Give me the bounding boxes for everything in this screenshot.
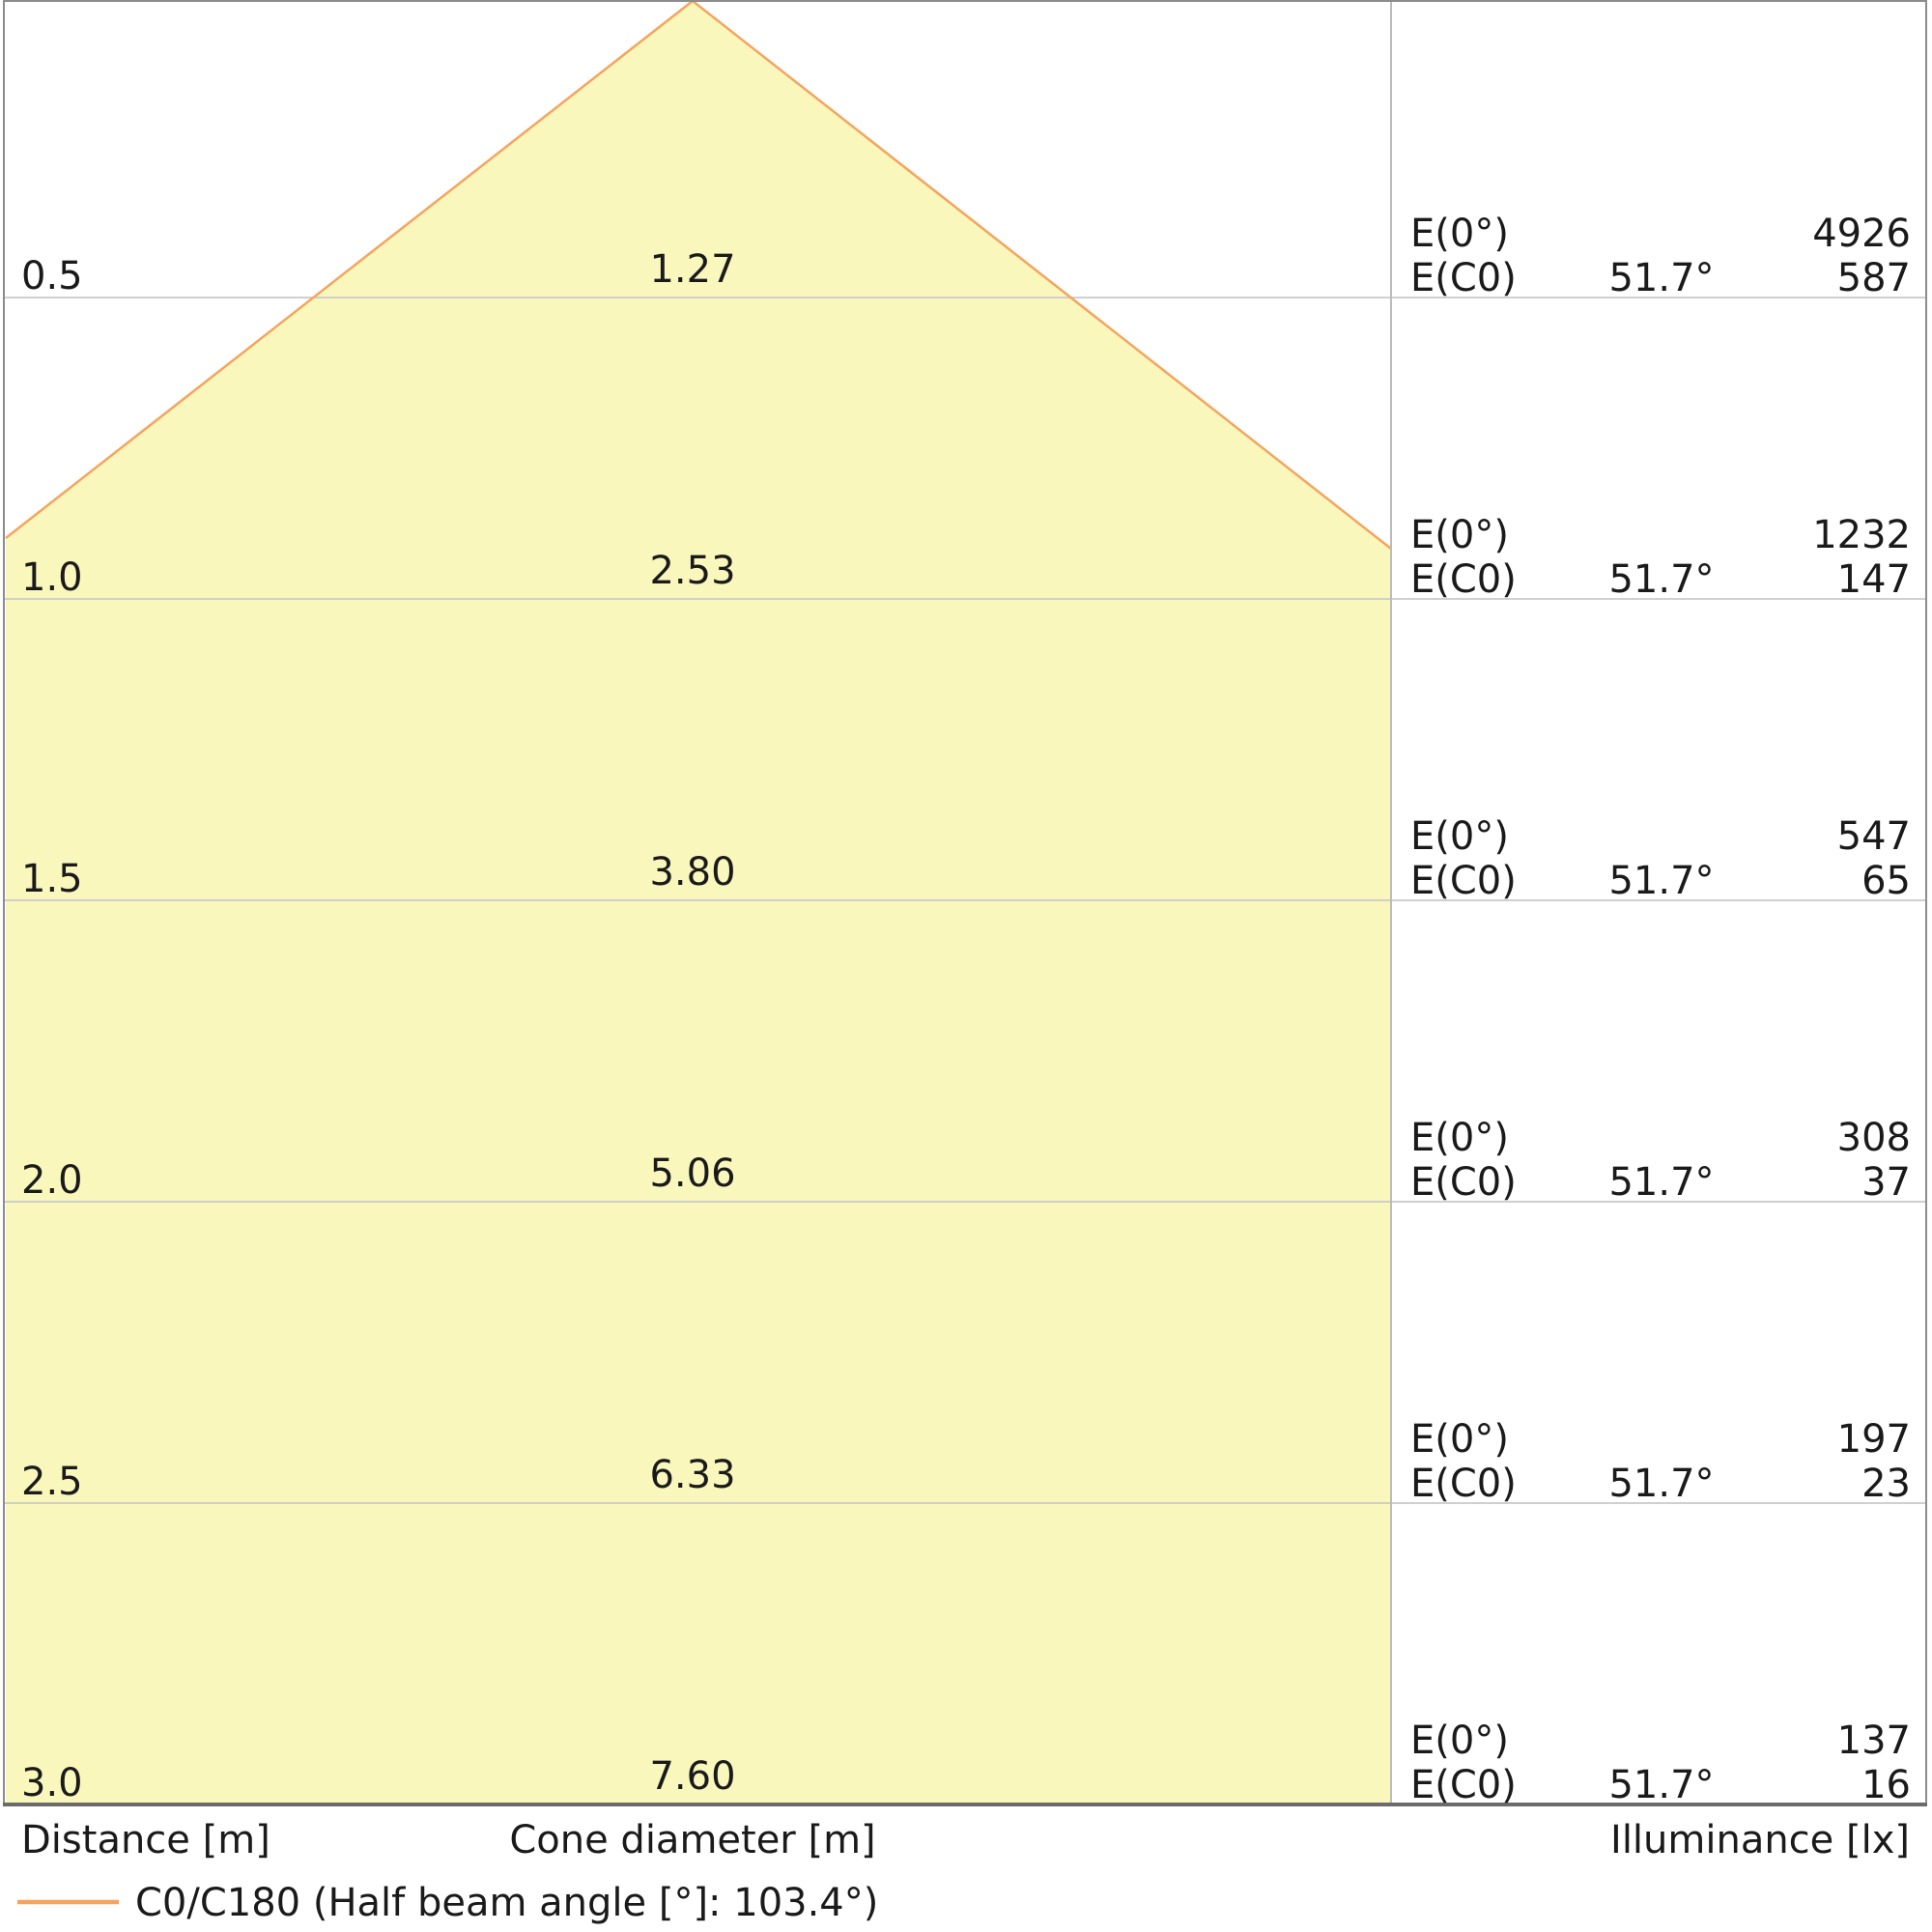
e0-label: E(0°): [1410, 1719, 1509, 1763]
ec0-label: E(C0): [1410, 1462, 1517, 1506]
ec0-angle: 51.7°: [1608, 557, 1714, 602]
e0-label: E(0°): [1410, 814, 1509, 859]
cone-row-2: 1.5 3.80 E(0°) 547 E(C0) 51.7° 65: [21, 814, 1911, 903]
legend: C0/C180 (Half beam angle [°]: 103.4°): [17, 1881, 878, 1925]
ec0-label: E(C0): [1410, 859, 1517, 903]
cone-diameter-value: 2.53: [649, 549, 735, 593]
cone-diameter-value: 6.33: [649, 1453, 735, 1497]
cone-diameter-axis-label: Cone diameter [m]: [509, 1818, 875, 1862]
ec0-angle: 51.7°: [1608, 1462, 1714, 1506]
ec0-label: E(C0): [1410, 1763, 1517, 1807]
ec0-label: E(C0): [1410, 1160, 1517, 1205]
e0-value: 197: [1837, 1417, 1911, 1462]
distance-axis-label: Distance [m]: [21, 1818, 270, 1862]
e0-label: E(0°): [1410, 513, 1509, 557]
cone-diameter-value: 1.27: [649, 247, 735, 292]
cone-diameter-value: 3.80: [649, 850, 735, 895]
ec0-label: E(C0): [1410, 256, 1517, 300]
cone-row-0: 0.5 1.27 E(0°) 4926 E(C0) 51.7° 587: [21, 212, 1911, 300]
ec0-value: 65: [1861, 859, 1911, 903]
cone-diameter-value: 7.60: [649, 1754, 735, 1799]
ec0-label: E(C0): [1410, 557, 1517, 602]
distance-value: 3.0: [21, 1761, 83, 1805]
axis-captions: Distance [m] Cone diameter [m] Illuminan…: [21, 1818, 1910, 1862]
e0-label: E(0°): [1410, 1116, 1509, 1160]
e0-value: 4926: [1812, 212, 1911, 256]
distance-value: 1.5: [21, 857, 83, 901]
ec0-angle: 51.7°: [1608, 1763, 1714, 1807]
ec0-value: 37: [1861, 1160, 1911, 1205]
distance-value: 2.0: [21, 1158, 83, 1203]
ec0-value: 23: [1861, 1462, 1911, 1506]
cone-row-4: 2.5 6.33 E(0°) 197 E(C0) 51.7° 23: [21, 1417, 1911, 1506]
e0-value: 1232: [1812, 513, 1911, 557]
cone-row-1: 1.0 2.53 E(0°) 1232 E(C0) 51.7° 147: [21, 513, 1911, 602]
ec0-value: 147: [1837, 557, 1911, 602]
e0-label: E(0°): [1410, 1417, 1509, 1462]
e0-value: 308: [1837, 1116, 1911, 1160]
ec0-angle: 51.7°: [1608, 859, 1714, 903]
e0-label: E(0°): [1410, 212, 1509, 256]
ec0-angle: 51.7°: [1608, 1160, 1714, 1205]
e0-value: 137: [1837, 1719, 1911, 1763]
legend-label: C0/C180 (Half beam angle [°]: 103.4°): [135, 1881, 878, 1925]
cone-row-5: 3.0 7.60 E(0°) 137 E(C0) 51.7° 16: [21, 1719, 1911, 1807]
illuminance-axis-label: Illuminance [lx]: [1610, 1818, 1910, 1862]
distance-value: 0.5: [21, 254, 83, 298]
cone-row-3: 2.0 5.06 E(0°) 308 E(C0) 51.7° 37: [21, 1116, 1911, 1205]
distance-value: 2.5: [21, 1460, 83, 1504]
ec0-value: 16: [1861, 1763, 1911, 1807]
e0-value: 547: [1837, 814, 1911, 859]
distance-value: 1.0: [21, 555, 83, 600]
ec0-angle: 51.7°: [1608, 256, 1714, 300]
cone-diameter-value: 5.06: [649, 1151, 735, 1196]
ec0-value: 587: [1837, 256, 1911, 300]
light-cone-shape: [6, 1, 1391, 1804]
